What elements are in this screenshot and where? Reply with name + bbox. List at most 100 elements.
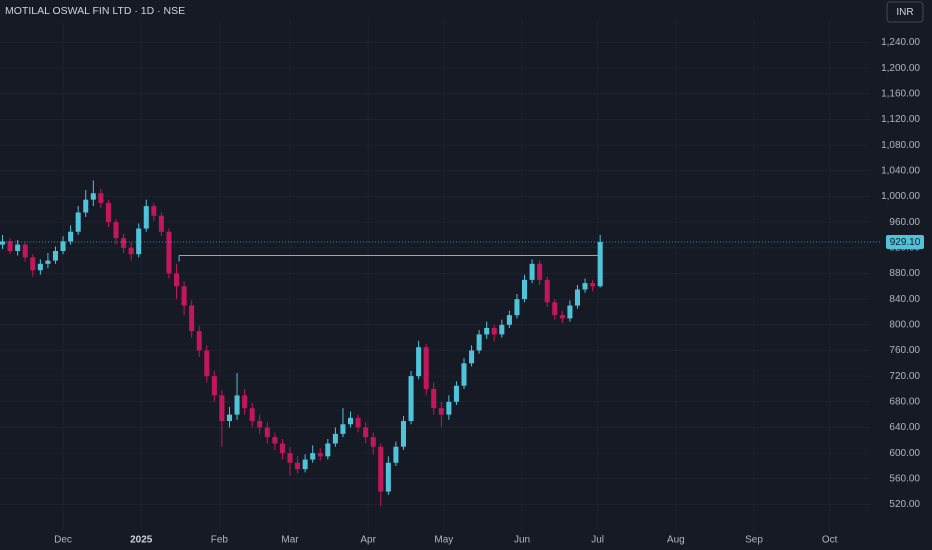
candle-body [431,388,437,409]
last-price-box [886,234,924,249]
candle-body [590,283,596,287]
x-tick-label: Mar [281,535,299,546]
candle-body [15,244,21,251]
candle-body [325,443,331,457]
candle-body [105,202,111,223]
candle-body [552,302,558,316]
candle-body [514,299,520,316]
x-tick-label: Jun [514,535,530,546]
candle-body [166,231,172,274]
candle-body [174,273,180,287]
y-tick-label: 640.00 [889,422,920,433]
candle-body [204,350,210,377]
candle-body [0,241,6,245]
candle-body [128,247,134,255]
candle-body [37,263,43,271]
currency-label[interactable]: INR [896,7,913,18]
candle-body [83,199,89,213]
candle-body [378,446,384,492]
last-price-label: 929.10 [890,237,921,248]
y-tick-label: 1,000.00 [881,191,920,202]
candle-body [574,289,580,306]
candle-body [22,244,28,258]
candle-body [537,263,543,280]
candle-body [45,260,51,264]
labels: 520.00 560.00 600.00 640.00 680.00 720.00 760.… [54,37,924,546]
candle-body [476,334,482,351]
candle-body [408,376,414,422]
y-tick-label: 1,080.00 [881,140,920,151]
y-tick-label: 1,120.00 [881,114,920,125]
x-tick-label: Dec [54,535,72,546]
y-tick-label: 520.00 [889,499,920,510]
candle-body [196,331,202,351]
currency-button[interactable] [886,1,924,23]
y-tick-label: 600.00 [889,448,920,459]
y-tick-label: 1,040.00 [881,165,920,176]
candle-body [529,263,535,280]
candle-body [461,363,467,386]
x-tick-label: Apr [360,535,376,546]
candle-body [559,315,565,319]
y-tick-label: 960.00 [889,217,920,228]
candle-body [279,443,285,454]
candle-body [211,376,217,396]
marks [0,180,880,507]
candle-body [453,385,459,402]
candle-body [234,395,240,415]
x-tick-label: Jul [591,535,604,546]
x-tick-label: 2025 [130,535,153,546]
candle-body [98,193,104,203]
candle-body [423,347,429,389]
candle-body [90,193,96,200]
candle-body [121,238,127,248]
candle-body [158,215,164,232]
candle-body [226,414,232,422]
candle-body [370,437,376,447]
candle-body [385,462,391,492]
candle-body [189,305,195,332]
candle-body [136,228,142,255]
candle-body [287,453,293,463]
y-tick-label: 680.00 [889,396,920,407]
candle-body [52,250,58,261]
candle-body [491,327,497,335]
x-tick-label: May [434,535,453,546]
candle-body [272,437,278,444]
candle-body [302,459,308,470]
x-tick-label: Feb [211,535,229,546]
x-tick-label: Oct [822,535,838,546]
candle-body [310,453,316,460]
y-tick-label: 1,200.00 [881,63,920,74]
candle-body [249,408,255,422]
candle-body [469,350,475,364]
y-tick-label: 560.00 [889,473,920,484]
y-tick-label: 1,160.00 [881,88,920,99]
candle-body [438,408,444,415]
candle-body [295,462,301,470]
candle-body [143,206,149,229]
y-tick-label: 720.00 [889,371,920,382]
candle-body [113,222,119,239]
candle-body [68,231,74,242]
candle-body [416,347,422,377]
candle-body [544,279,550,303]
candle-body [363,427,369,438]
candle-body [400,421,406,447]
y-tick-label: 800.00 [889,319,920,330]
candle-body [30,257,36,271]
candle-body [582,283,588,290]
candle-body [499,324,505,335]
candle-body [522,279,528,300]
y-tick-label: 880.00 [889,268,920,279]
candle-body [264,427,270,438]
candle-body [393,446,399,463]
candle-body [181,286,187,306]
candle-body [597,241,603,287]
candle-body [60,241,66,251]
candle-body [242,395,248,409]
y-tick-label: 1,240.00 [881,37,920,48]
candle-body [75,212,81,232]
